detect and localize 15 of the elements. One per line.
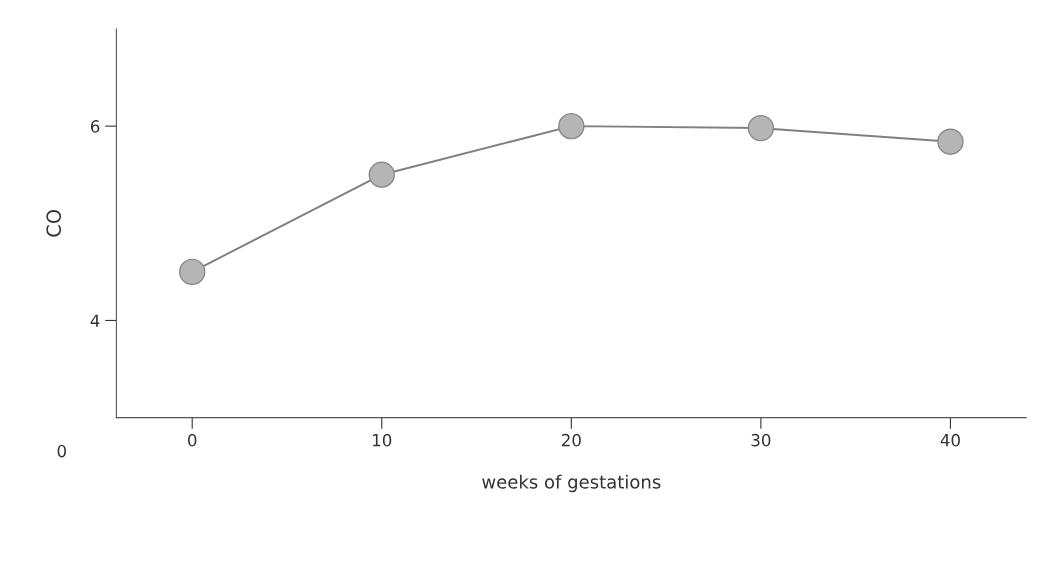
point xyxy=(747,114,775,142)
x-tick-label: 40 xyxy=(940,433,960,447)
point xyxy=(937,128,964,155)
y-axis-title: CO xyxy=(46,209,62,237)
x-tick-label: 30 xyxy=(751,433,771,447)
point xyxy=(368,161,395,188)
point xyxy=(558,112,585,140)
text: 0 xyxy=(57,444,66,458)
x-axis-title: weeks of gestations xyxy=(482,474,661,493)
x-tick-label: 20 xyxy=(561,433,581,447)
point xyxy=(179,258,206,286)
y-tick-label: 6 xyxy=(90,120,100,133)
y-tick-label: 4 xyxy=(90,314,100,327)
x-tick-label: 0 xyxy=(188,433,197,447)
x-tick-label: 10 xyxy=(372,433,392,447)
